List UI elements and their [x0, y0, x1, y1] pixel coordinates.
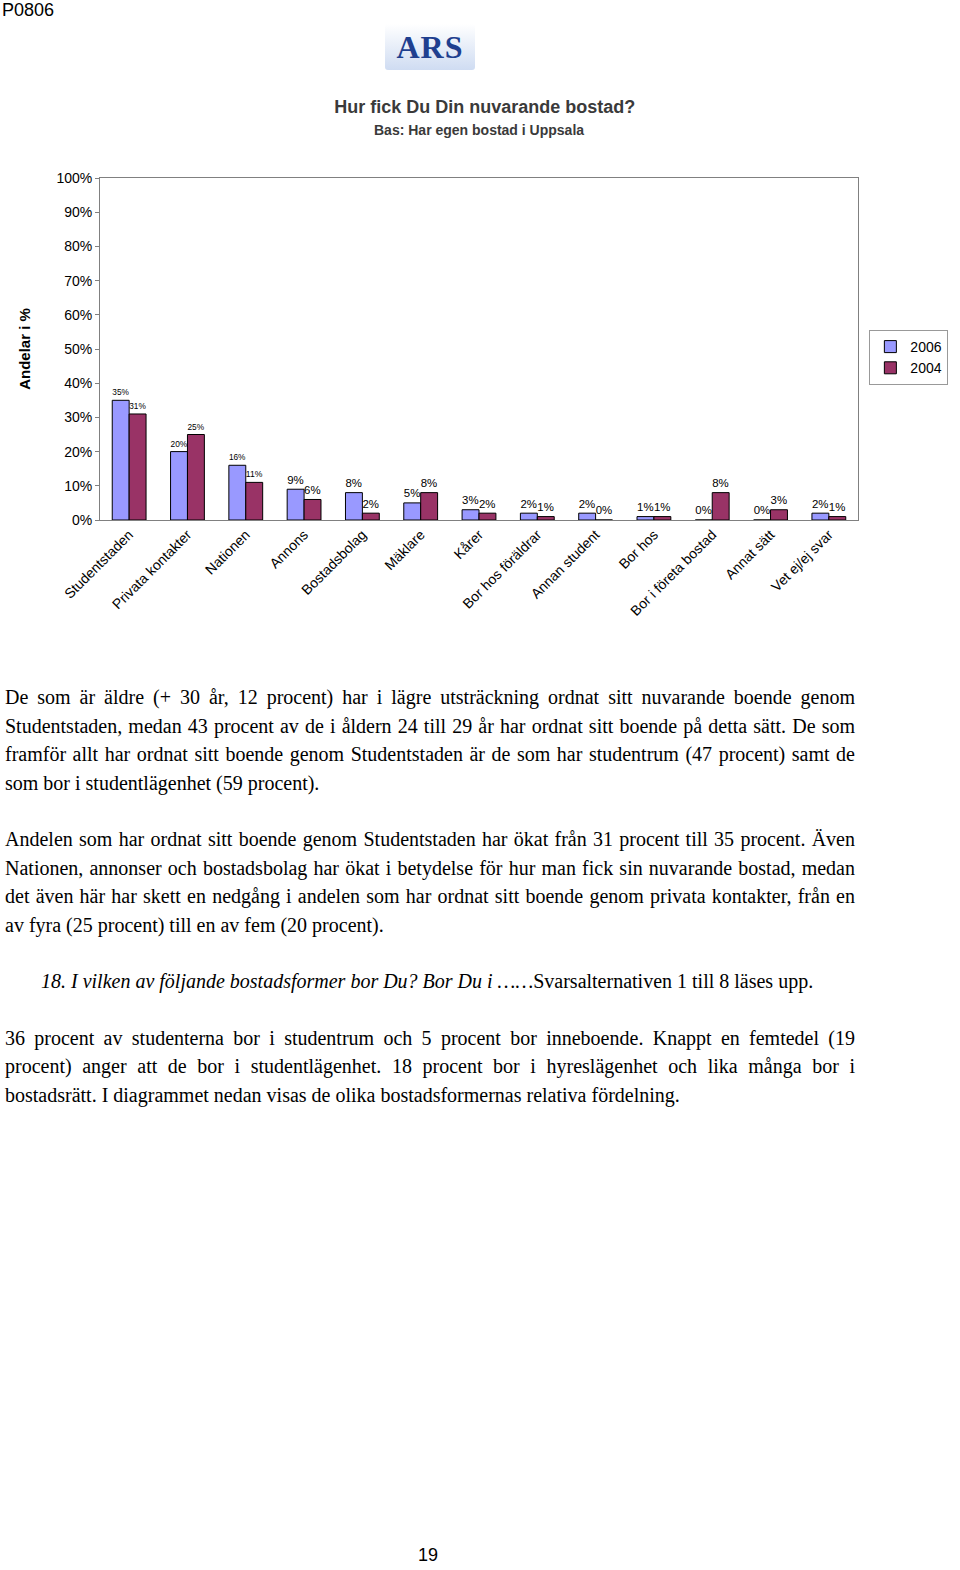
svg-text:Andelar i %: Andelar i %: [16, 308, 33, 390]
svg-text:1%: 1%: [537, 501, 554, 513]
svg-text:1%: 1%: [829, 501, 846, 513]
svg-text:Bas: Har egen bostad i Uppsala: Bas: Har egen bostad i Uppsala: [374, 122, 584, 138]
svg-text:0%: 0%: [72, 512, 92, 528]
svg-text:80%: 80%: [64, 238, 92, 254]
html-text:ARS: ARS: [396, 29, 464, 65]
svg-text:90%: 90%: [64, 204, 92, 220]
svg-text:8%: 8%: [712, 477, 729, 489]
svg-text:50%: 50%: [64, 341, 92, 357]
svg-text:Mäklare: Mäklare: [381, 526, 428, 573]
svg-text:1%: 1%: [637, 501, 654, 513]
svg-text:Vet ej/ej svar: Vet ej/ej svar: [768, 526, 836, 594]
svg-text:35%: 35%: [112, 387, 129, 397]
svg-text:Studentstaden: Studentstaden: [61, 527, 136, 602]
svg-text:2%: 2%: [812, 498, 829, 510]
svg-text:Bor i företa bostad: Bor i företa bostad: [627, 527, 719, 619]
svg-text:Annons: Annons: [266, 527, 311, 572]
svg-text:Bor hos: Bor hos: [616, 527, 661, 572]
svg-text:40%: 40%: [64, 375, 92, 391]
svg-text:Nationen: Nationen: [202, 527, 253, 578]
svg-text:2%: 2%: [579, 498, 596, 510]
svg-text:Annan student: Annan student: [528, 526, 603, 601]
html-text:De som är äldre (+ 30 år, 12 p: De som är äldre (+ 30 år, 12 procent) ha…: [5, 686, 855, 794]
svg-text:70%: 70%: [64, 273, 92, 289]
svg-text:31%: 31%: [129, 401, 146, 411]
svg-text:2%: 2%: [362, 498, 379, 510]
svg-text:2%: 2%: [479, 498, 496, 510]
html-text:Andelen som har ordnat sitt bo: Andelen som har ordnat sitt boende genom…: [5, 828, 855, 936]
svg-text:9%: 9%: [287, 474, 304, 486]
svg-text:11%: 11%: [246, 469, 263, 479]
svg-text:1%: 1%: [654, 501, 671, 513]
svg-text:16%: 16%: [229, 452, 246, 462]
svg-text:Bostadsbolag: Bostadsbolag: [298, 527, 369, 598]
svg-text:25%: 25%: [187, 422, 204, 432]
svg-text:2004: 2004: [910, 360, 941, 376]
svg-text:Annat sätt: Annat sätt: [722, 526, 778, 582]
svg-text:2%: 2%: [520, 498, 537, 510]
svg-text:2006: 2006: [910, 339, 941, 355]
html-text:19: 19: [418, 1545, 438, 1565]
svg-text:60%: 60%: [64, 307, 92, 323]
svg-text:30%: 30%: [64, 409, 92, 425]
html-text:18. I vilken av följande bosta: 18. I vilken av följande bostadsformer b…: [41, 970, 814, 992]
svg-text:Kårer: Kårer: [451, 526, 487, 562]
svg-text:20%: 20%: [64, 444, 92, 460]
svg-text:0%: 0%: [695, 504, 712, 516]
svg-text:100%: 100%: [56, 170, 92, 186]
svg-text:0%: 0%: [596, 504, 613, 516]
svg-text:3%: 3%: [462, 494, 479, 506]
svg-text:Bor hos föräldrar: Bor hos föräldrar: [459, 526, 544, 611]
html-text:36 procent av studenterna bor: 36 procent av studenterna bor i studentr…: [5, 1026, 855, 1106]
svg-text:8%: 8%: [421, 477, 438, 489]
svg-text:6%: 6%: [304, 484, 321, 496]
svg-text:Hur fick Du Din nuvarande bost: Hur fick Du Din nuvarande bostad?: [334, 97, 635, 117]
svg-text:Privata kontakter: Privata kontakter: [109, 526, 195, 612]
svg-text:0%: 0%: [754, 504, 771, 516]
svg-text:10%: 10%: [64, 478, 92, 494]
svg-text:3%: 3%: [771, 494, 788, 506]
svg-text:20%: 20%: [171, 439, 188, 449]
svg-text:5%: 5%: [404, 487, 421, 499]
svg-text:8%: 8%: [345, 477, 362, 489]
html-text:P0806: P0806: [2, 0, 55, 20]
